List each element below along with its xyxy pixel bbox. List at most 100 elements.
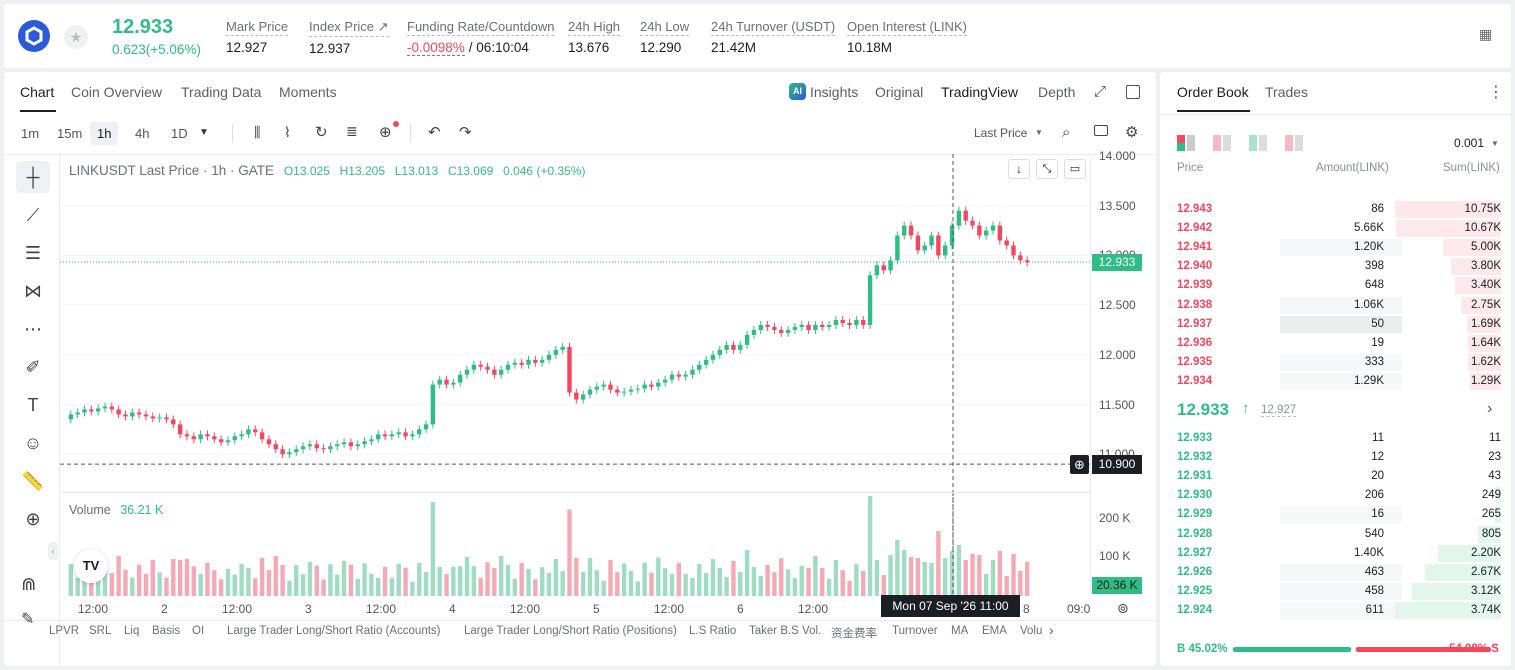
tab-trading-data[interactable]: Trading Data bbox=[181, 84, 262, 100]
candle-type-icon[interactable]: ⫼ bbox=[254, 124, 261, 140]
price-type-chevron-icon: ▼ bbox=[1035, 128, 1043, 137]
text-tool-icon[interactable]: T bbox=[27, 394, 39, 415]
bid-row[interactable]: 12.931 20 43 bbox=[1160, 467, 1511, 486]
indicator-item[interactable]: Large Trader Long/Short Ratio (Positions… bbox=[464, 625, 677, 637]
indicator-item[interactable]: 资金费率 bbox=[831, 628, 877, 640]
ask-row[interactable]: 12.937 50 1.69K bbox=[1160, 315, 1511, 334]
precision-select[interactable]: 0.001 bbox=[1454, 136, 1485, 150]
bid-row[interactable]: 12.930 206 249 bbox=[1160, 486, 1511, 505]
candle-body bbox=[840, 320, 845, 323]
ask-row[interactable]: 12.941 1.20K 5.00K bbox=[1160, 238, 1511, 257]
add-indicator-icon[interactable]: ⊕ bbox=[379, 121, 399, 141]
tab-coin-overview[interactable]: Coin Overview bbox=[71, 84, 163, 100]
view-depth[interactable]: Depth bbox=[1038, 84, 1076, 100]
brush-icon[interactable]: ✐ bbox=[25, 356, 41, 377]
window-icon[interactable] bbox=[1126, 85, 1140, 99]
ask-row[interactable]: 12.942 5.66K 10.67K bbox=[1160, 219, 1511, 238]
ask-row[interactable]: 12.938 1.06K 2.75K bbox=[1160, 296, 1511, 315]
zoom-in-icon[interactable]: ⊕ bbox=[25, 508, 41, 529]
bid-row[interactable]: 12.928 540 805 bbox=[1160, 525, 1511, 544]
ask-row[interactable]: 12.935 333 1.62K bbox=[1160, 353, 1511, 372]
collapse-tools-icon[interactable]: ‹ bbox=[48, 542, 58, 560]
candle-body bbox=[929, 235, 934, 246]
ask-row[interactable]: 12.943 86 10.75K bbox=[1160, 200, 1511, 219]
pen-icon[interactable]: ✎ bbox=[21, 611, 35, 628]
search-icon[interactable]: ⌕ bbox=[1062, 124, 1071, 141]
view-tradingview[interactable]: TradingView bbox=[941, 84, 1019, 100]
magnet-icon[interactable]: ⋒ bbox=[21, 574, 37, 594]
camera-icon[interactable] bbox=[1094, 125, 1108, 136]
panel-layout-icon[interactable]: ▦ bbox=[1479, 26, 1493, 42]
candle-body bbox=[601, 384, 606, 387]
crosshair-add-icon[interactable]: ⊕ bbox=[1070, 455, 1089, 474]
tab-chart[interactable]: Chart bbox=[20, 84, 55, 100]
pane-maximize-icon[interactable]: ▭ bbox=[1064, 159, 1086, 179]
emoji-icon[interactable]: ☺ bbox=[23, 432, 43, 453]
indicator-item[interactable]: Taker B.S Vol. bbox=[749, 625, 822, 637]
trend-line-icon[interactable]: ⟋ bbox=[26, 204, 40, 225]
interval-15m[interactable]: 15m bbox=[57, 126, 83, 141]
volume-bar bbox=[471, 566, 477, 596]
indicator-item[interactable]: Turnover bbox=[892, 625, 938, 637]
bid-row[interactable]: 12.925 458 3.12K bbox=[1160, 582, 1511, 601]
ask-row[interactable]: 12.940 398 3.80K bbox=[1160, 257, 1511, 276]
redo-icon[interactable]: ↷ bbox=[459, 124, 472, 141]
indicator-item[interactable]: EMA bbox=[982, 625, 1007, 637]
undo-icon[interactable]: ↶ bbox=[428, 124, 441, 141]
view-both-icon[interactable] bbox=[1177, 135, 1195, 151]
indicator-item[interactable]: Basis bbox=[152, 625, 181, 637]
indicator-chart-icon[interactable]: ⌇ bbox=[284, 124, 291, 140]
fullscreen-icon[interactable]: ⤢ bbox=[1094, 83, 1107, 100]
view-original[interactable]: Original bbox=[875, 84, 924, 100]
replay-icon[interactable]: ↻ bbox=[315, 124, 328, 141]
bid-row[interactable]: 12.927 1.40K 2.20K bbox=[1160, 544, 1511, 563]
interval-1D[interactable]: 1D bbox=[171, 126, 188, 141]
favorite-star-icon[interactable]: ★ bbox=[64, 25, 88, 49]
indicator-item[interactable]: OI bbox=[192, 625, 205, 637]
ask-row[interactable]: 12.939 648 3.40K bbox=[1160, 276, 1511, 295]
price-type-select[interactable]: Last Price bbox=[974, 126, 1028, 140]
template-icon[interactable]: ≣ bbox=[346, 123, 358, 139]
settings-gear-icon[interactable]: ⚙ bbox=[1125, 124, 1139, 141]
view-insights[interactable]: Insights bbox=[810, 84, 859, 100]
indicators-next-icon[interactable]: › bbox=[1049, 622, 1054, 638]
indicator-item[interactable]: Large Trader Long/Short Ratio (Accounts) bbox=[227, 625, 441, 637]
interval-4h[interactable]: 4h bbox=[135, 126, 150, 141]
pattern-icon[interactable]: ⋈ bbox=[24, 280, 42, 301]
mid-chevron-right-icon[interactable]: › bbox=[1487, 400, 1493, 417]
indicator-item[interactable]: L.S Ratio bbox=[689, 625, 737, 637]
tab-moments[interactable]: Moments bbox=[279, 84, 337, 100]
indicator-item[interactable]: LPVR bbox=[49, 625, 80, 637]
axis-settings-icon[interactable]: ⊚ bbox=[1117, 600, 1129, 616]
pane-down-icon[interactable]: ↓ bbox=[1008, 159, 1030, 179]
interval-dropdown-icon[interactable]: ▼ bbox=[199, 127, 209, 138]
ask-row[interactable]: 12.936 19 1.64K bbox=[1160, 334, 1511, 353]
bid-row[interactable]: 12.926 463 2.67K bbox=[1160, 563, 1511, 582]
interval-1h[interactable]: 1h bbox=[90, 122, 119, 145]
xaxis-label: 09:0 bbox=[1067, 602, 1091, 616]
candlestick-chart[interactable] bbox=[60, 154, 1090, 584]
candle-body bbox=[123, 414, 128, 417]
projection-icon[interactable]: ⋯ bbox=[24, 318, 42, 339]
pane-collapse-icon[interactable]: ⤡ bbox=[1036, 159, 1058, 179]
view-asks-icon[interactable] bbox=[1213, 135, 1231, 151]
fib-lines-icon[interactable]: ☰ bbox=[24, 242, 42, 263]
crosshair-icon[interactable]: ┼ bbox=[16, 161, 50, 193]
bid-row[interactable]: 12.929 16 265 bbox=[1160, 505, 1511, 524]
more-options-icon[interactable]: ⋮ bbox=[1488, 84, 1504, 101]
interval-1m[interactable]: 1m bbox=[21, 126, 40, 141]
bid-row[interactable]: 12.933 11 11 bbox=[1160, 429, 1511, 448]
indicator-item[interactable]: SRL bbox=[89, 625, 112, 637]
bid-row[interactable]: 12.932 12 23 bbox=[1160, 448, 1511, 467]
bid-row[interactable]: 12.924 611 3.74K bbox=[1160, 601, 1511, 620]
indicator-item[interactable]: Liq bbox=[124, 625, 140, 637]
indicator-item[interactable]: Volu bbox=[1020, 625, 1043, 637]
indicator-item[interactable]: MA bbox=[951, 625, 969, 637]
ask-row[interactable]: 12.934 1.29K 1.29K bbox=[1160, 372, 1511, 391]
ruler-icon[interactable]: 📏 bbox=[21, 470, 45, 491]
tab-trades[interactable]: Trades bbox=[1265, 84, 1309, 100]
tab-order-book[interactable]: Order Book bbox=[1177, 84, 1249, 100]
view-bids-icon[interactable] bbox=[1249, 135, 1267, 151]
xaxis-label: 12:00 bbox=[222, 602, 253, 616]
view-trades-icon[interactable] bbox=[1285, 135, 1303, 151]
